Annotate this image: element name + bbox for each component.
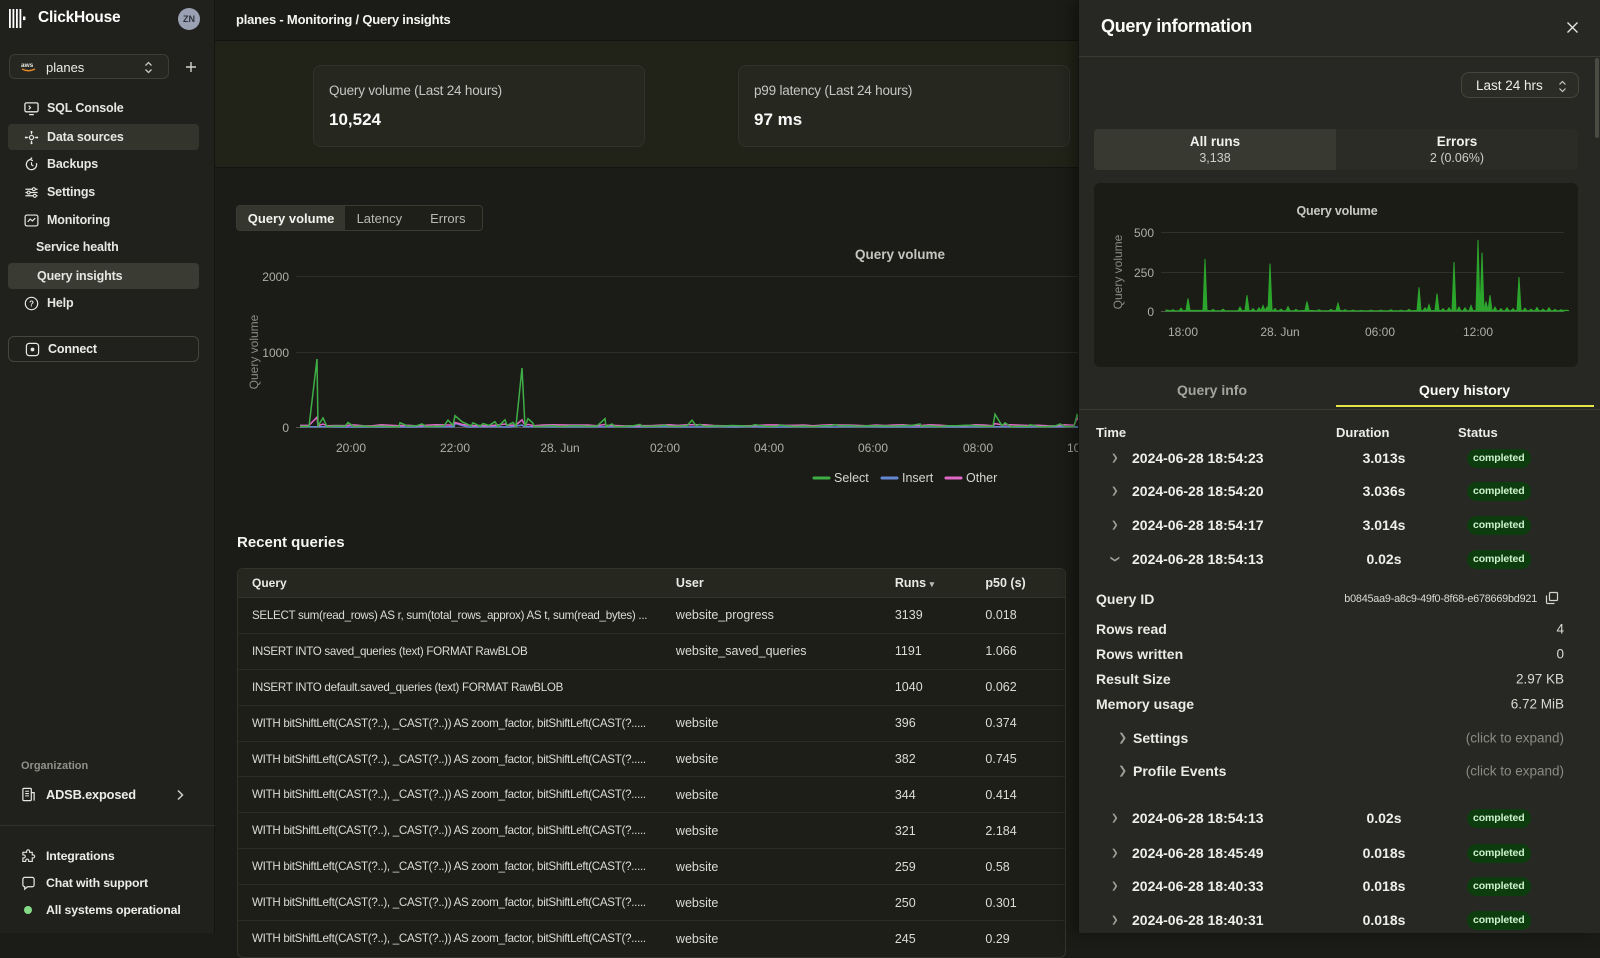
svg-text:Other: Other	[966, 471, 997, 485]
svg-text:Query volume: Query volume	[1297, 204, 1378, 218]
svg-text:250: 250	[1134, 266, 1154, 280]
svg-text:aws: aws	[21, 62, 34, 69]
svg-text:02:00: 02:00	[650, 441, 680, 455]
svg-text:06:00: 06:00	[1365, 325, 1395, 339]
svg-text:12:00: 12:00	[1463, 325, 1493, 339]
svg-text:18:00: 18:00	[1168, 325, 1198, 339]
svg-text:20:00: 20:00	[336, 441, 366, 455]
svg-text:28. Jun: 28. Jun	[540, 441, 579, 455]
svg-text:2000: 2000	[262, 270, 289, 284]
svg-text:1000: 1000	[262, 346, 289, 360]
svg-text:500: 500	[1134, 226, 1154, 240]
svg-text:Query volume: Query volume	[247, 314, 261, 389]
svg-text:Select: Select	[834, 471, 869, 485]
svg-text:06:00: 06:00	[858, 441, 888, 455]
svg-text:28. Jun: 28. Jun	[1260, 325, 1299, 339]
svg-text:0: 0	[1147, 305, 1154, 319]
svg-text:Query volume: Query volume	[1111, 234, 1125, 309]
svg-text:0: 0	[282, 421, 289, 435]
svg-text:04:00: 04:00	[754, 441, 784, 455]
svg-text:22:00: 22:00	[440, 441, 470, 455]
svg-text:08:00: 08:00	[963, 441, 993, 455]
svg-text:?: ?	[29, 299, 34, 308]
svg-text:Insert: Insert	[902, 471, 934, 485]
svg-text:Query volume: Query volume	[855, 247, 946, 262]
